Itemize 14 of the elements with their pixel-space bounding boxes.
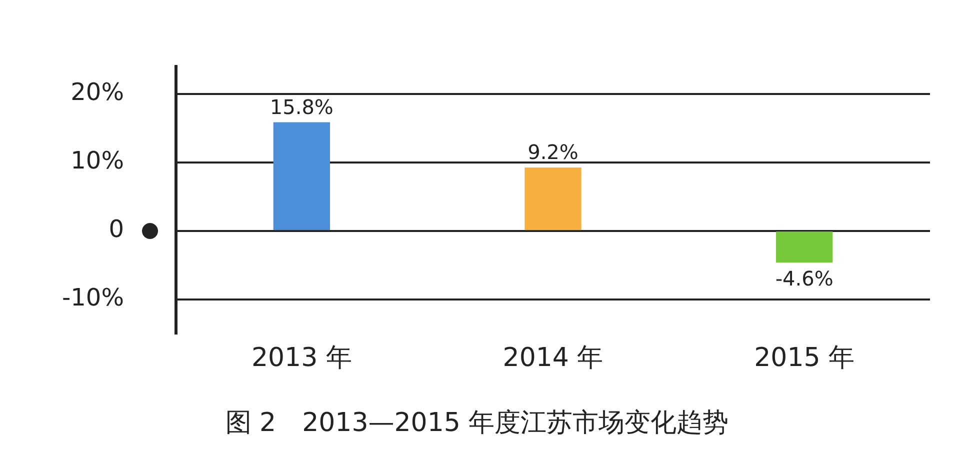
y-tick-label: 0: [108, 215, 124, 244]
data-label: -4.6%: [775, 266, 834, 291]
y-tick-label: 10%: [70, 146, 124, 175]
y-tick-label: 20%: [70, 78, 124, 106]
x-tick-label: 2015 年: [754, 342, 855, 373]
bar: [524, 167, 582, 230]
x-tick-label: 2013 年: [251, 342, 352, 373]
data-label: 15.8%: [270, 94, 334, 119]
text: 图 2 2013—2015 年度江苏市场变化趋势: [224, 407, 730, 440]
y-tick-label: -10%: [62, 284, 124, 312]
x-tick-label: 2014 年: [502, 342, 604, 373]
bar: [776, 232, 833, 263]
data-label: 9.2%: [528, 140, 578, 164]
bar: [273, 122, 330, 230]
